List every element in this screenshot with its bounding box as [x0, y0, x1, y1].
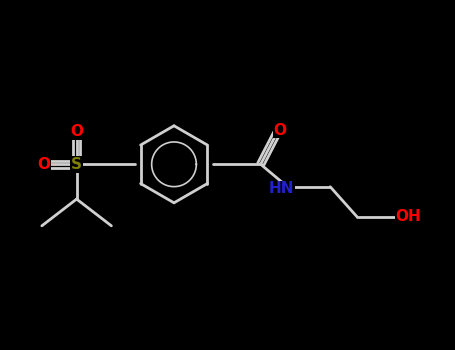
Text: HN: HN	[268, 181, 294, 196]
Text: OH: OH	[395, 209, 421, 224]
Text: O: O	[273, 122, 287, 138]
Text: S: S	[71, 157, 82, 172]
Text: O: O	[70, 124, 83, 139]
Text: O: O	[37, 157, 51, 172]
